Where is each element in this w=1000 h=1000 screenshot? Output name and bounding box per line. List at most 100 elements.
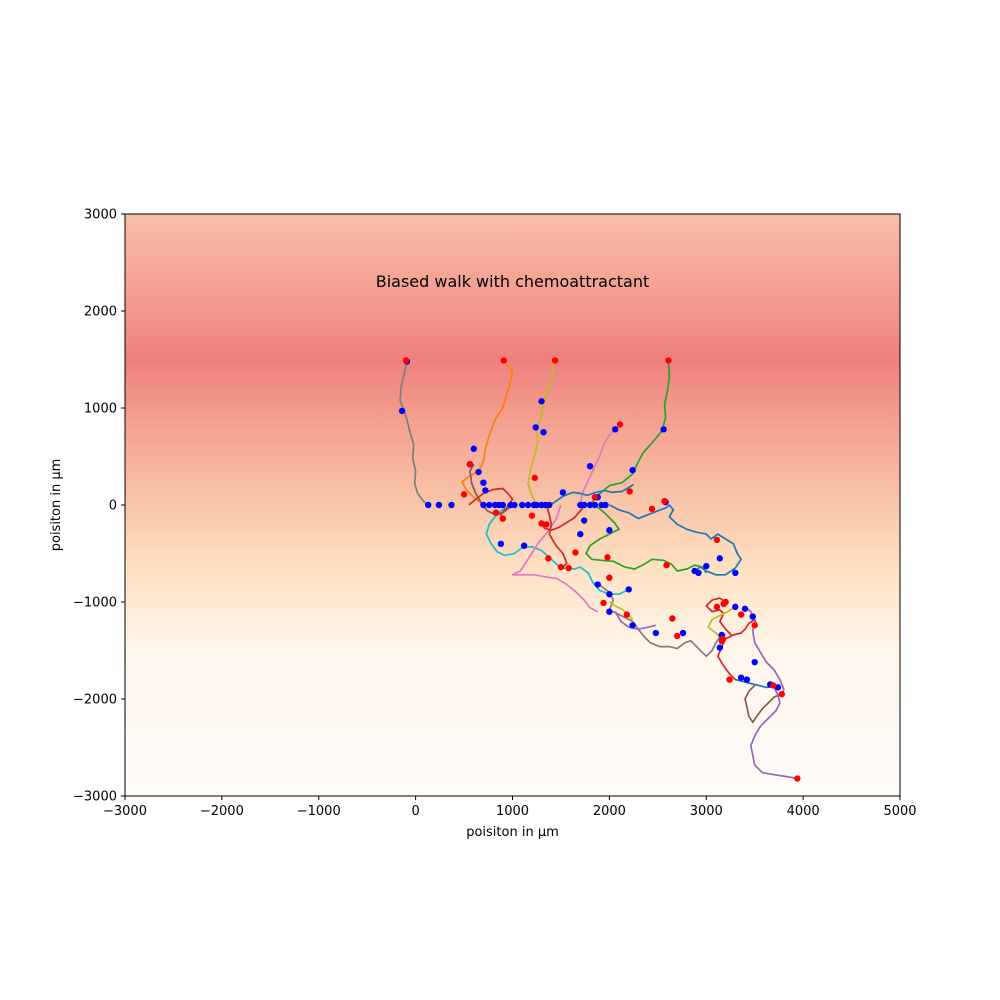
start-point — [611, 426, 619, 433]
start-point — [774, 684, 782, 691]
start-point — [533, 501, 540, 509]
x-tick-label: 2000 — [593, 804, 626, 819]
end-point — [500, 357, 507, 364]
start-point — [470, 445, 477, 452]
start-point — [524, 501, 532, 509]
trajectory-8 — [511, 504, 599, 613]
end-point — [663, 561, 670, 569]
start-point — [679, 629, 687, 637]
start-point — [652, 629, 660, 637]
start-point — [703, 562, 710, 570]
start-markers — [398, 358, 782, 691]
start-point — [435, 501, 443, 509]
start-point — [741, 605, 749, 612]
trajectory-14 — [594, 581, 726, 658]
end-point — [531, 474, 538, 482]
start-point — [580, 517, 588, 524]
start-point — [538, 398, 545, 405]
start-point — [425, 501, 432, 509]
y-tick-label: 1000 — [84, 402, 117, 417]
x-tick-label: −2000 — [200, 804, 244, 819]
start-point — [482, 487, 489, 494]
y-tick-label: −3000 — [73, 790, 117, 805]
start-point — [475, 468, 482, 476]
trajectory-13 — [540, 504, 586, 532]
end-point — [673, 632, 681, 640]
trajectory-10 — [545, 504, 568, 568]
start-point — [480, 501, 487, 509]
start-point — [625, 586, 632, 593]
end-point — [606, 574, 613, 581]
end-point — [551, 357, 559, 364]
x-tick-label: 4000 — [787, 804, 820, 819]
start-point — [520, 542, 528, 549]
end-point — [665, 357, 672, 364]
start-point — [540, 429, 547, 436]
trajectory-4 — [579, 424, 620, 506]
end-point — [557, 563, 565, 571]
start-point — [732, 603, 739, 611]
start-point — [751, 658, 758, 666]
end-point — [623, 611, 631, 618]
start-point — [486, 501, 493, 509]
start-point — [499, 501, 507, 509]
chart-title: Biased walk with chemoattractant — [376, 272, 650, 291]
start-point — [660, 426, 667, 433]
y-axis-label: poisiton in µm — [49, 459, 64, 552]
start-point — [480, 479, 487, 486]
y-tick-label: −2000 — [73, 693, 117, 708]
x-axis-ticks: −3000 −2000 −1000 0 1000 2000 3000 4000 5000 — [103, 796, 917, 819]
start-point — [743, 676, 751, 683]
end-point — [600, 599, 607, 607]
start-point — [629, 622, 636, 629]
end-point — [778, 690, 786, 698]
x-tick-label: 1000 — [496, 804, 529, 819]
start-point — [732, 569, 739, 577]
start-point — [606, 608, 613, 615]
end-point — [538, 520, 545, 527]
start-point — [398, 407, 406, 415]
start-point — [606, 591, 613, 598]
end-point — [528, 512, 536, 519]
start-point — [606, 527, 613, 534]
start-point — [532, 424, 539, 431]
end-point — [794, 775, 801, 782]
end-point — [737, 611, 745, 618]
start-point — [586, 463, 594, 470]
start-point — [580, 501, 588, 509]
trajectory-3 — [589, 360, 671, 506]
start-point — [591, 501, 599, 509]
start-point — [716, 555, 724, 562]
trajectory-11 — [585, 504, 708, 574]
end-point — [726, 676, 733, 683]
trajectory-0 — [399, 361, 429, 506]
y-tick-label: 3000 — [84, 208, 117, 223]
end-point — [616, 421, 624, 428]
end-point — [565, 564, 572, 572]
end-point — [669, 615, 676, 622]
y-tick-label: 0 — [109, 499, 117, 514]
trajectory-7 — [468, 487, 514, 519]
y-tick-label: −1000 — [73, 596, 117, 611]
start-point — [546, 501, 553, 509]
end-point — [499, 515, 507, 522]
x-tick-label: 3000 — [690, 804, 723, 819]
x-tick-label: 5000 — [883, 804, 916, 819]
end-point — [722, 598, 729, 606]
end-point — [545, 555, 552, 562]
start-point — [716, 644, 724, 651]
trajectory-22 — [749, 687, 798, 780]
end-point — [460, 491, 468, 498]
end-point — [466, 461, 474, 468]
x-tick-label: −3000 — [103, 804, 147, 819]
end-point — [648, 505, 656, 513]
start-point — [691, 567, 698, 575]
trajectory-1 — [461, 359, 514, 506]
end-point — [751, 622, 758, 629]
end-point — [492, 509, 500, 516]
trajectory-18 — [707, 606, 736, 640]
trajectory-6 — [541, 483, 635, 506]
x-tick-label: 0 — [411, 804, 419, 819]
start-point — [448, 501, 455, 509]
